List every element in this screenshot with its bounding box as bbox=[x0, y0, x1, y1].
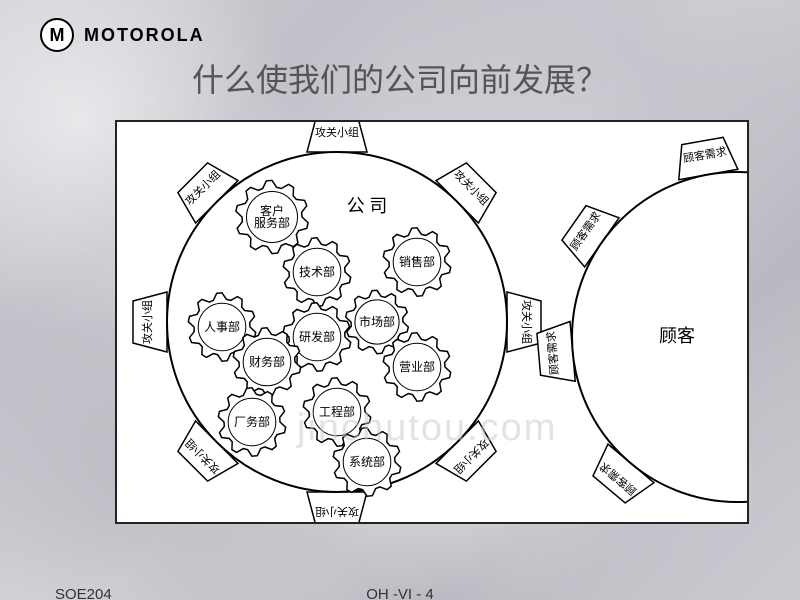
footer-left: SOE204 bbox=[55, 586, 112, 600]
page-title: 什么使我们的公司向前发展？ bbox=[0, 55, 800, 101]
slide: M MOTOROLA 什么使我们的公司向前发展？ 攻关小组攻关小组攻关小组攻关小… bbox=[0, 0, 800, 600]
svg-text:攻关小组: 攻关小组 bbox=[315, 125, 359, 139]
footer-center: OH -VI - 4 bbox=[366, 586, 434, 600]
svg-text:攻关小组: 攻关小组 bbox=[315, 505, 359, 519]
svg-text:研发部: 研发部 bbox=[299, 329, 335, 344]
svg-text:市场部: 市场部 bbox=[359, 314, 395, 329]
svg-text:顾客: 顾客 bbox=[659, 326, 695, 346]
svg-text:销售部: 销售部 bbox=[399, 254, 435, 269]
svg-text:攻关小组: 攻关小组 bbox=[140, 300, 154, 344]
motorola-logo-icon: M bbox=[40, 18, 74, 52]
svg-text:财务部: 财务部 bbox=[249, 354, 285, 369]
svg-text:厂务部: 厂务部 bbox=[234, 414, 270, 429]
brand-name: MOTOROLA bbox=[84, 25, 205, 46]
svg-text:服务部: 服务部 bbox=[254, 215, 290, 230]
svg-text:营业部: 营业部 bbox=[399, 359, 435, 374]
svg-text:人事部: 人事部 bbox=[204, 319, 240, 334]
svg-text:公 司: 公 司 bbox=[347, 196, 388, 216]
logo-area: M MOTOROLA bbox=[40, 18, 205, 52]
diagram-svg: 攻关小组攻关小组攻关小组攻关小组攻关小组攻关小组攻关小组攻关小组公 司客户服务部… bbox=[117, 122, 747, 522]
svg-text:技术部: 技术部 bbox=[299, 264, 335, 279]
diagram: 攻关小组攻关小组攻关小组攻关小组攻关小组攻关小组攻关小组攻关小组公 司客户服务部… bbox=[115, 120, 749, 524]
svg-text:工程部: 工程部 bbox=[319, 404, 355, 419]
logo-letter: M bbox=[50, 25, 65, 46]
svg-text:攻关小组: 攻关小组 bbox=[520, 300, 534, 344]
svg-text:系统部: 系统部 bbox=[349, 454, 385, 469]
